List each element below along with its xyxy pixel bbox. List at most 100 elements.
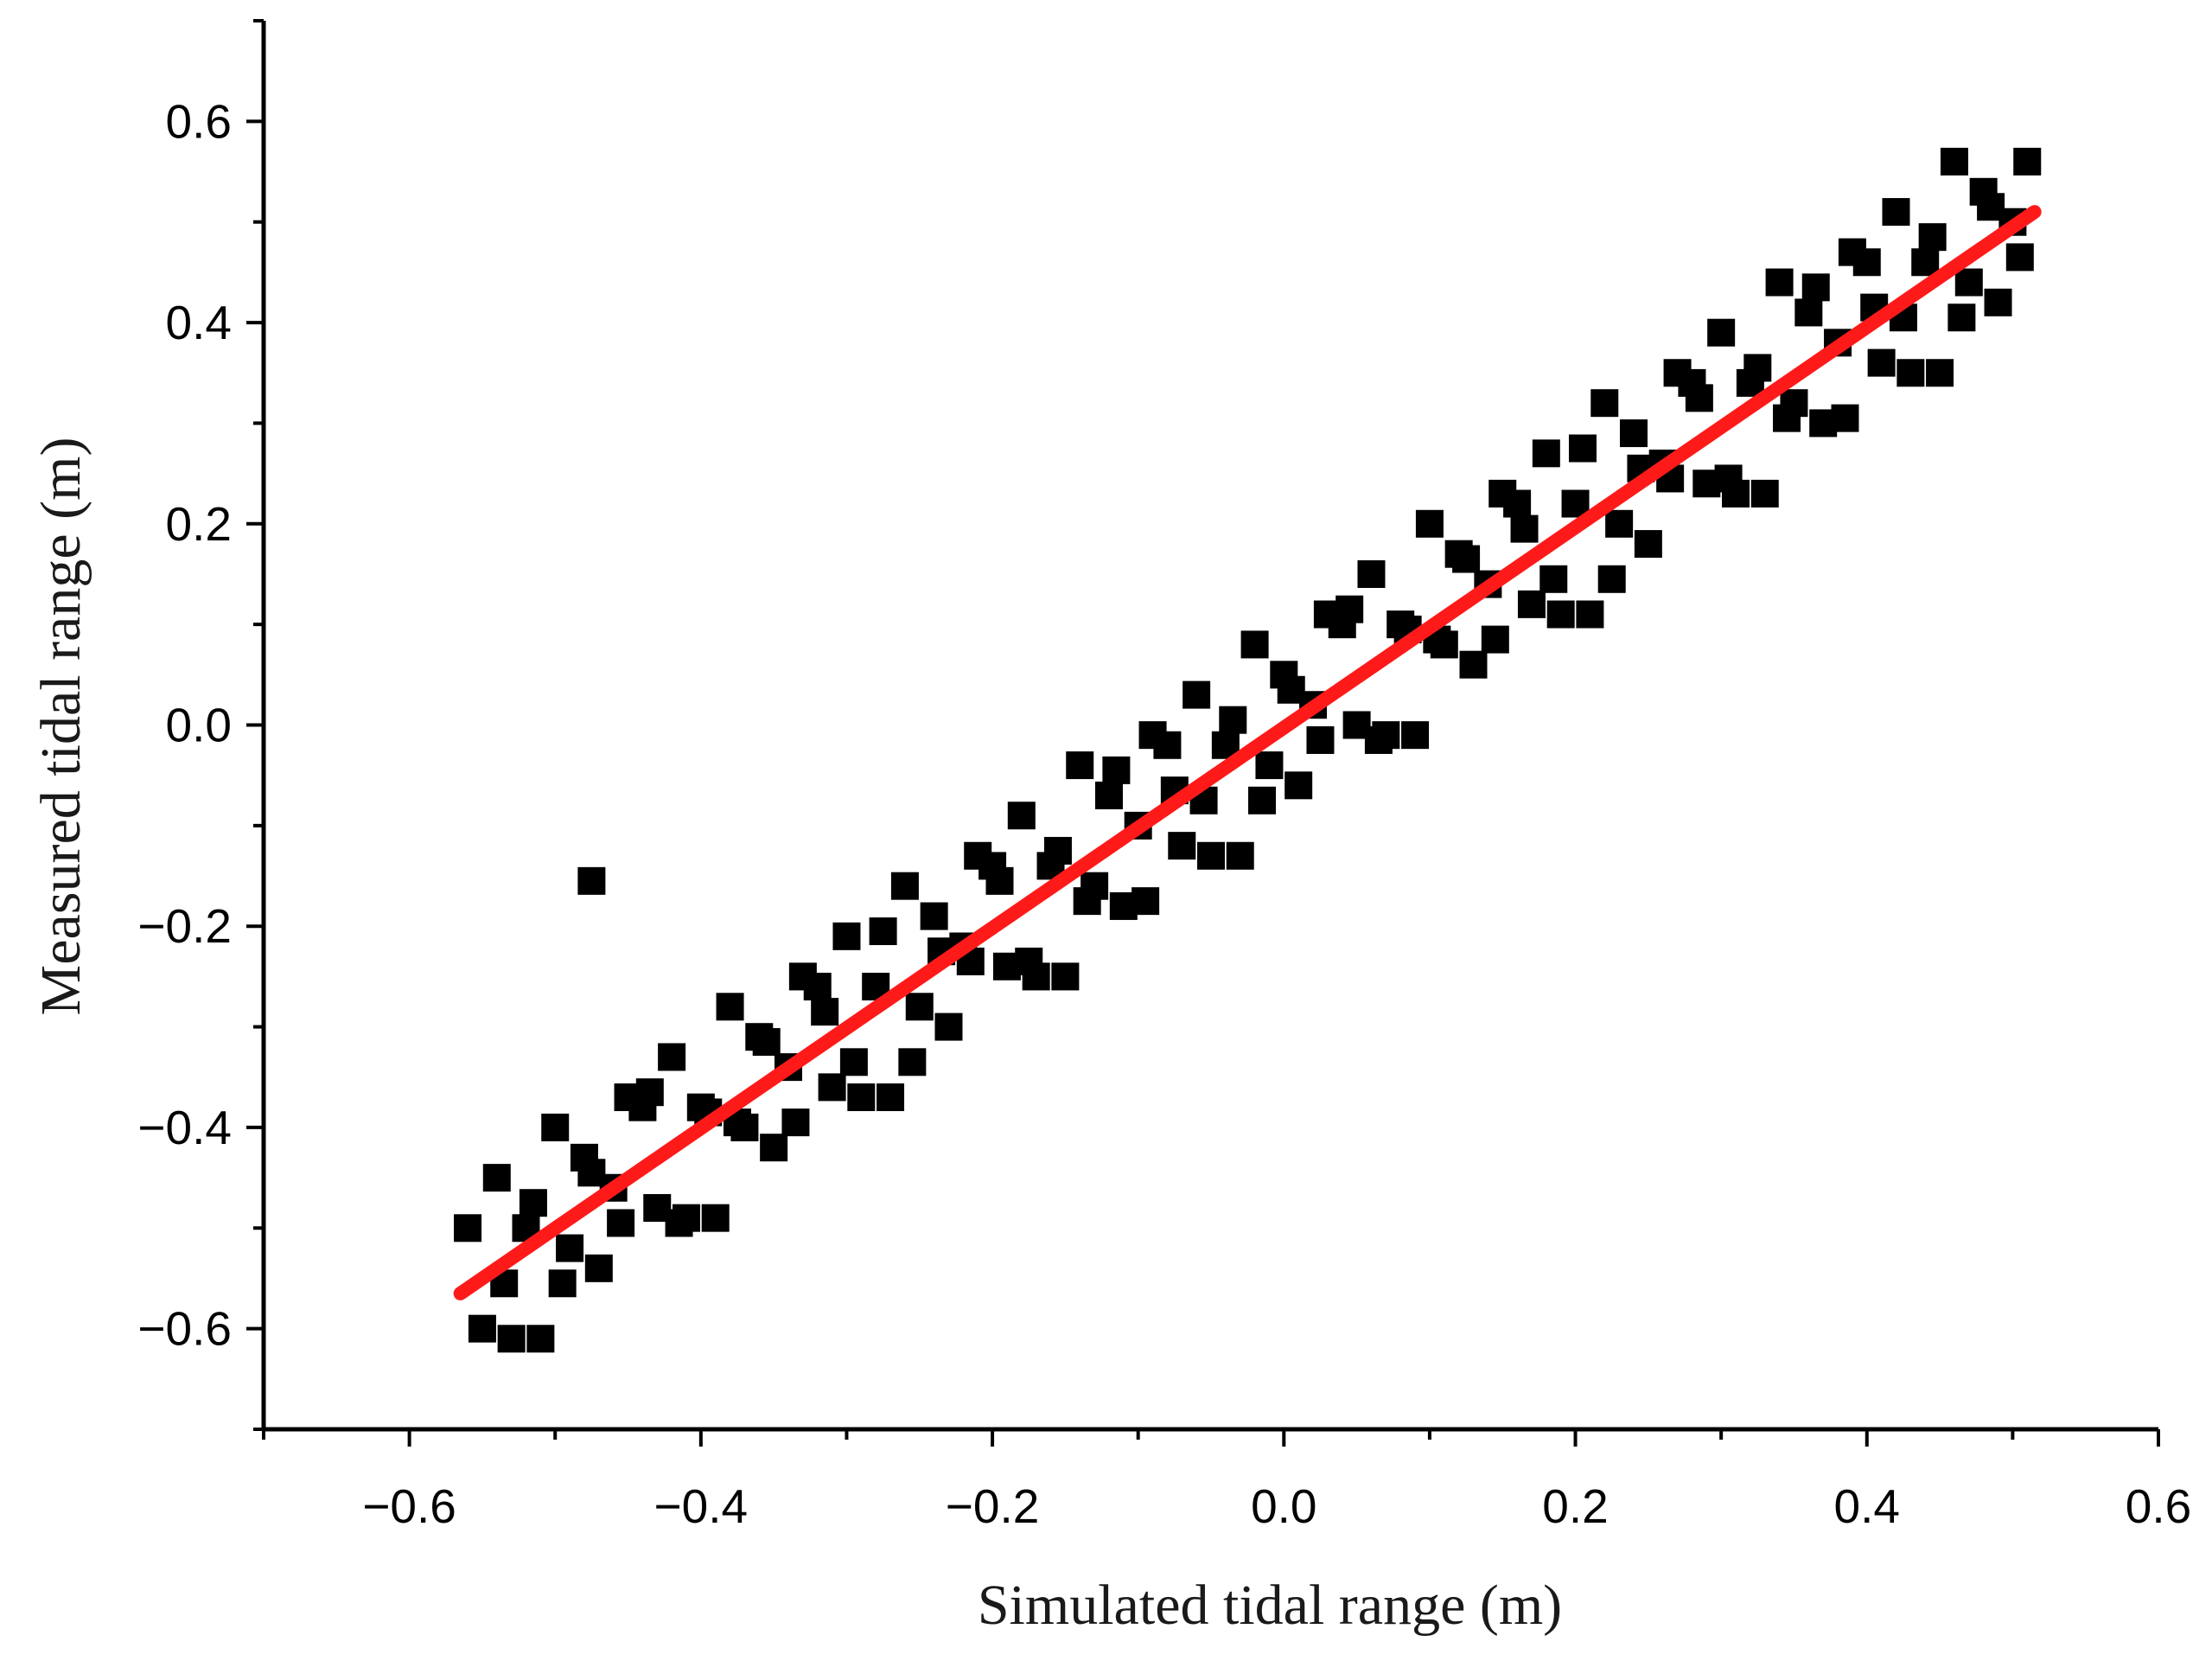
point <box>1277 675 1305 704</box>
point <box>1452 545 1481 573</box>
x-tick-label: 0.0 <box>1251 1479 1316 1533</box>
point <box>716 993 744 1021</box>
point <box>898 1048 927 1076</box>
point <box>1255 751 1284 780</box>
point <box>1619 419 1648 448</box>
point <box>1576 600 1604 629</box>
point <box>1831 404 1859 432</box>
point <box>2013 147 2042 176</box>
point <box>1911 248 1940 277</box>
points <box>454 147 2042 1353</box>
point <box>1940 147 1968 176</box>
point <box>607 1209 635 1237</box>
point <box>577 1159 606 1187</box>
point <box>760 1134 788 1162</box>
point <box>584 1254 613 1282</box>
point <box>1240 630 1269 659</box>
point <box>1102 756 1131 784</box>
point <box>1685 384 1713 412</box>
x-tick-label: −0.2 <box>946 1479 1040 1533</box>
point <box>1066 751 1094 780</box>
point <box>1015 947 1043 975</box>
point <box>920 902 948 930</box>
point <box>1168 832 1196 860</box>
point <box>839 1048 868 1076</box>
y-tick-label: −0.6 <box>137 1302 232 1356</box>
point <box>1896 359 1925 387</box>
x-tick-label: −0.6 <box>362 1479 456 1533</box>
point <box>454 1214 482 1243</box>
y-tick-label: 0.6 <box>166 94 232 148</box>
point <box>556 1234 584 1262</box>
point <box>1226 841 1254 870</box>
point <box>1051 962 1080 991</box>
point <box>2005 243 2034 272</box>
point <box>1882 198 1910 227</box>
point <box>1197 841 1225 870</box>
point <box>905 993 934 1021</box>
point <box>577 866 606 895</box>
point <box>1707 318 1736 347</box>
point <box>1765 268 1794 297</box>
point <box>1918 223 1947 252</box>
point <box>832 922 861 950</box>
point <box>890 872 919 900</box>
point <box>1750 479 1779 508</box>
point <box>1073 887 1101 916</box>
point <box>468 1314 496 1343</box>
point <box>665 1209 693 1237</box>
y-tick-label: 0.0 <box>166 699 232 752</box>
point <box>1597 565 1626 593</box>
point <box>541 1113 570 1141</box>
point <box>1743 354 1772 382</box>
point <box>1546 600 1575 629</box>
point <box>1401 721 1430 750</box>
point <box>497 1325 526 1353</box>
point <box>1007 802 1036 830</box>
point <box>1306 725 1335 754</box>
point <box>1284 771 1313 800</box>
point <box>934 1013 963 1041</box>
point <box>1852 248 1881 277</box>
point <box>1094 781 1123 809</box>
y-tick-label: 0.4 <box>166 296 232 349</box>
x-tick-label: 0.6 <box>2126 1479 2191 1533</box>
point <box>803 973 832 1001</box>
point <box>752 1028 781 1057</box>
point <box>1794 298 1823 327</box>
y-tick-label: −0.4 <box>137 1101 232 1154</box>
point <box>701 1204 730 1232</box>
point <box>1977 193 2005 221</box>
point <box>1219 706 1247 734</box>
point <box>869 917 897 946</box>
point <box>985 866 1014 895</box>
point <box>847 1083 876 1112</box>
fit-line <box>453 205 2042 1300</box>
point <box>1043 836 1072 865</box>
point <box>1459 650 1488 679</box>
point <box>1634 530 1662 559</box>
point <box>1248 786 1277 815</box>
y-tick-label: −0.2 <box>137 899 232 953</box>
point <box>818 1073 846 1102</box>
point <box>635 1078 664 1107</box>
y-tick-label: 0.2 <box>166 497 232 551</box>
point <box>1131 887 1160 916</box>
point <box>1947 303 1976 332</box>
point <box>1510 514 1539 543</box>
point <box>1481 625 1509 654</box>
x-tick-label: 0.2 <box>1542 1479 1608 1533</box>
point <box>1503 489 1532 518</box>
point <box>1182 680 1211 709</box>
point <box>1605 509 1634 538</box>
point <box>1773 404 1801 432</box>
point <box>877 1083 905 1112</box>
point <box>1954 268 1983 297</box>
point <box>519 1189 547 1217</box>
point <box>1357 559 1386 588</box>
point <box>1984 288 2012 316</box>
point <box>482 1164 511 1192</box>
point <box>1926 359 1954 387</box>
point <box>1153 731 1182 759</box>
